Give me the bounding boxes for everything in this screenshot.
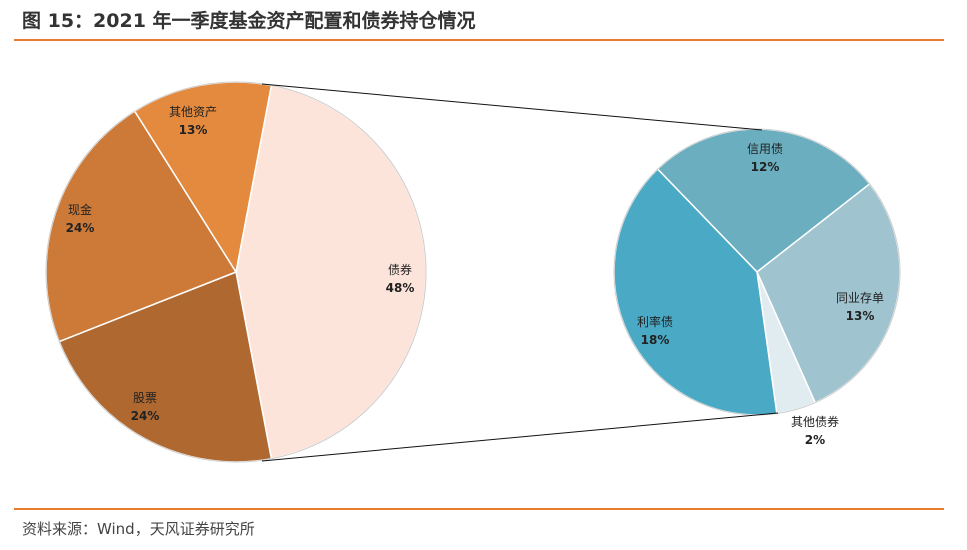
label-stocks: 股票 24%: [131, 389, 160, 425]
connector-line-bottom: [261, 412, 779, 462]
label-other-assets: 其他资产 13%: [169, 103, 217, 139]
label-cash: 现金 24%: [66, 201, 95, 237]
main-pie: [45, 81, 427, 463]
data-label: 13%: [178, 123, 208, 137]
category-label: 利率债: [636, 315, 674, 329]
label-rate-bonds: 利率债 18%: [637, 313, 673, 349]
pie-outline: [45, 81, 427, 463]
category-label: 同业存单: [835, 291, 885, 305]
data-label: 18%: [640, 333, 670, 347]
label-credit-bonds: 信用债 12%: [747, 140, 783, 176]
source-note: 资料来源：Wind，天风证券研究所: [22, 520, 255, 538]
label-ncd: 同业存单 13%: [836, 289, 884, 325]
category-label: 其他债券: [790, 415, 840, 429]
data-label: 24%: [65, 221, 95, 235]
figure-title: 图 15：2021 年一季度基金资产配置和债券持仓情况: [22, 10, 476, 32]
category-label: 股票: [132, 391, 158, 405]
data-label: 2%: [804, 433, 826, 447]
category-label: 现金: [67, 203, 93, 217]
data-label: 12%: [750, 160, 780, 174]
title-divider: [14, 39, 944, 41]
footer-divider: [14, 508, 944, 510]
data-label: 13%: [845, 309, 875, 323]
data-label: 48%: [385, 281, 415, 295]
label-other-bonds: 其他债券 2%: [791, 413, 839, 449]
category-label: 其他资产: [168, 105, 218, 119]
data-label: 24%: [130, 409, 160, 423]
category-label: 信用债: [746, 142, 784, 156]
category-label: 债券: [387, 263, 413, 277]
label-bonds: 债券 48%: [386, 261, 415, 297]
connector-line-top: [261, 83, 763, 131]
